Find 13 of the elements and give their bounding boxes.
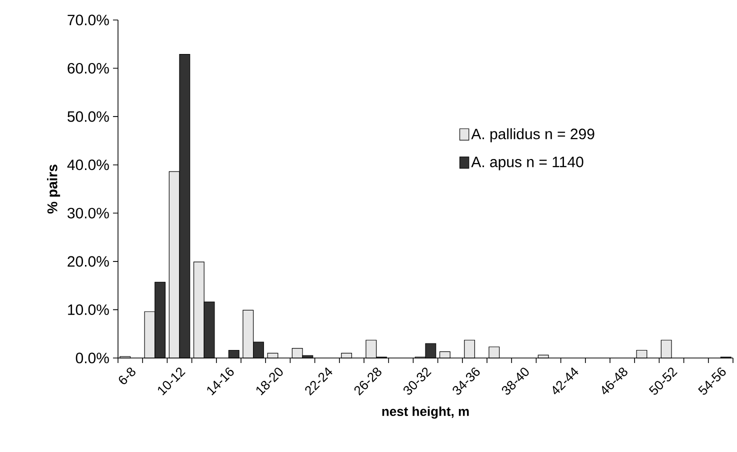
legend-label: A. pallidus n = 299 [471, 128, 594, 142]
y-tick-label: 60.0% [68, 62, 109, 74]
x-tick-label: 6-8 [118, 368, 136, 384]
y-tick-label: 50.0% [68, 111, 109, 122]
legend-label: A. apus n = 1140 [471, 156, 584, 170]
y-tick-label: 0.0% [76, 352, 109, 364]
x-axis-title: nest height, m [382, 406, 469, 419]
y-tick-label: 70.0% [68, 14, 109, 26]
y-tick-label: 20.0% [68, 256, 109, 267]
y-tick-label: 30.0% [68, 208, 109, 218]
y-tick-label: 40.0% [67, 160, 109, 170]
y-tick-label: 10.0% [68, 304, 109, 316]
y-axis-title: % pairs [47, 164, 60, 214]
